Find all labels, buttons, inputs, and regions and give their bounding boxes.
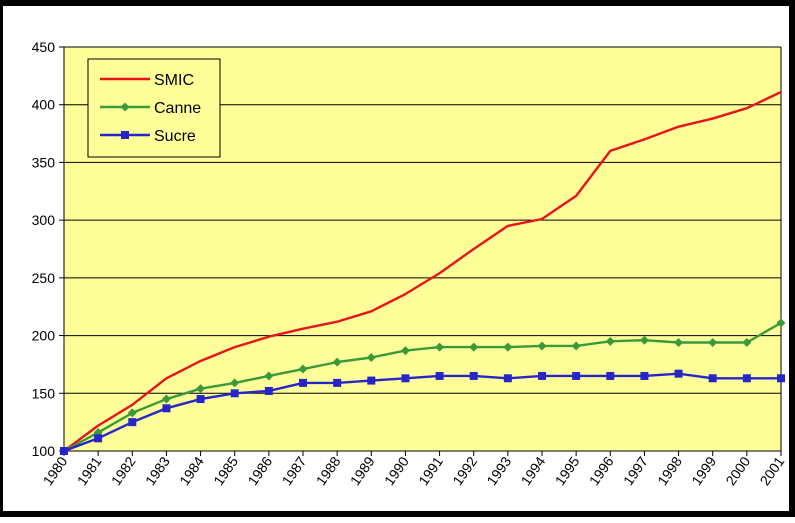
x-tick-label-1984: 1984: [176, 453, 207, 488]
point-canne-1993: [503, 342, 513, 352]
y-tick-label-250: 250: [32, 270, 56, 286]
legend-item-canne: Canne: [100, 100, 201, 117]
y-tick-label-300: 300: [32, 212, 56, 228]
point-canne-1988: [332, 357, 342, 367]
x-tick-label-1982: 1982: [108, 453, 139, 488]
point-canne-1998: [674, 337, 684, 347]
point-sucre-1990: [401, 374, 410, 383]
series-group: [59, 90, 786, 456]
y-tick-label-200: 200: [32, 328, 56, 344]
series-line-canne: [63, 321, 782, 453]
y-tick-label-400: 400: [32, 97, 56, 113]
x-tick-label-1992: 1992: [449, 453, 480, 488]
line-chart: 100 150 200 250 300 350 400 450 1980 1981 1982 198…: [32, 39, 788, 488]
point-canne-1997: [639, 335, 649, 345]
legend-item-smic: SMIC: [100, 72, 194, 89]
point-sucre-1996: [606, 371, 615, 380]
legend: SMIC Canne Sucre: [87, 58, 221, 158]
point-canne-1999: [708, 337, 718, 347]
y-tick-label-350: 350: [32, 154, 56, 170]
x-tick-label-1988: 1988: [313, 453, 344, 488]
point-canne-1986: [264, 371, 274, 381]
x-tick-label-1994: 1994: [517, 453, 548, 488]
legend-item-sucre: Sucre: [100, 128, 196, 145]
point-sucre-1986: [264, 386, 273, 395]
x-tick-label-1997: 1997: [620, 453, 651, 488]
point-sucre-2001: [777, 374, 785, 383]
series-sucre: [60, 369, 785, 455]
point-canne-1983: [161, 394, 171, 404]
x-tick-label-1999: 1999: [688, 453, 719, 488]
y-tick-label-150: 150: [32, 385, 56, 401]
point-canne-1982: [127, 408, 137, 418]
legend-label-sucre: Sucre: [154, 128, 196, 145]
x-tick-label-1990: 1990: [381, 453, 412, 488]
point-sucre-1994: [538, 371, 546, 380]
point-sucre-1993: [503, 374, 512, 383]
point-sucre-1998: [674, 369, 683, 378]
x-tick-label-1989: 1989: [347, 453, 378, 488]
series-line-smic: [63, 90, 782, 452]
point-sucre-1987: [299, 378, 307, 387]
point-canne-1994: [537, 341, 547, 351]
series-line-sucre: [63, 372, 781, 453]
x-axis-ticks: 1980 1981 1982 1983 1984 1985 1986 1987 1988 1989…: [39, 451, 788, 488]
point-sucre-1985: [230, 389, 239, 398]
point-canne-1990: [400, 346, 410, 356]
y-tick-label-450: 450: [32, 39, 56, 55]
point-canne-1987: [298, 364, 308, 374]
point-sucre-1980: [60, 447, 68, 455]
x-tick-label-1996: 1996: [586, 453, 617, 488]
y-tick-label-100: 100: [32, 443, 56, 459]
x-tick-label-2000: 2000: [722, 453, 753, 488]
legend-label-canne: Canne: [154, 100, 201, 117]
x-tick-label-1981: 1981: [74, 453, 105, 488]
point-canne-1992: [469, 342, 479, 352]
x-tick-label-1987: 1987: [278, 453, 309, 488]
x-tick-label-2001: 2001: [756, 453, 787, 488]
point-canne-2001: [776, 318, 786, 328]
point-sucre-1982: [128, 418, 137, 427]
point-canne-2000: [742, 337, 752, 347]
x-tick-label-1998: 1998: [654, 453, 685, 488]
series-smic: [63, 90, 782, 452]
point-canne-1989: [366, 353, 376, 363]
point-sucre-2000: [742, 374, 751, 383]
point-sucre-1997: [640, 371, 649, 380]
point-sucre-1981: [94, 434, 103, 443]
point-sucre-1999: [708, 374, 717, 383]
point-canne-1995: [571, 341, 581, 351]
legend-marker-canne: [120, 102, 130, 112]
point-sucre-1989: [367, 376, 376, 385]
x-tick-label-1995: 1995: [552, 453, 583, 488]
y-axis-ticks: 100 150 200 250 300 350 400 450: [32, 39, 64, 459]
point-sucre-1984: [196, 395, 205, 404]
point-sucre-1988: [333, 378, 342, 387]
point-canne-1984: [196, 384, 206, 394]
point-sucre-1992: [469, 371, 478, 380]
x-tick-label-1991: 1991: [415, 453, 446, 488]
point-sucre-1991: [435, 371, 444, 380]
x-tick-label-1985: 1985: [210, 453, 241, 488]
x-tick-label-1993: 1993: [483, 453, 514, 488]
gridlines: [63, 46, 782, 452]
point-canne-1996: [605, 336, 615, 346]
point-sucre-1983: [162, 404, 171, 413]
point-sucre-1995: [572, 371, 581, 380]
point-canne-1991: [435, 342, 445, 352]
legend-label-smic: SMIC: [154, 72, 194, 89]
legend-marker-sucre: [121, 131, 129, 139]
x-tick-label-1986: 1986: [244, 453, 275, 488]
point-canne-1985: [230, 378, 240, 388]
x-tick-label-1983: 1983: [142, 453, 173, 488]
